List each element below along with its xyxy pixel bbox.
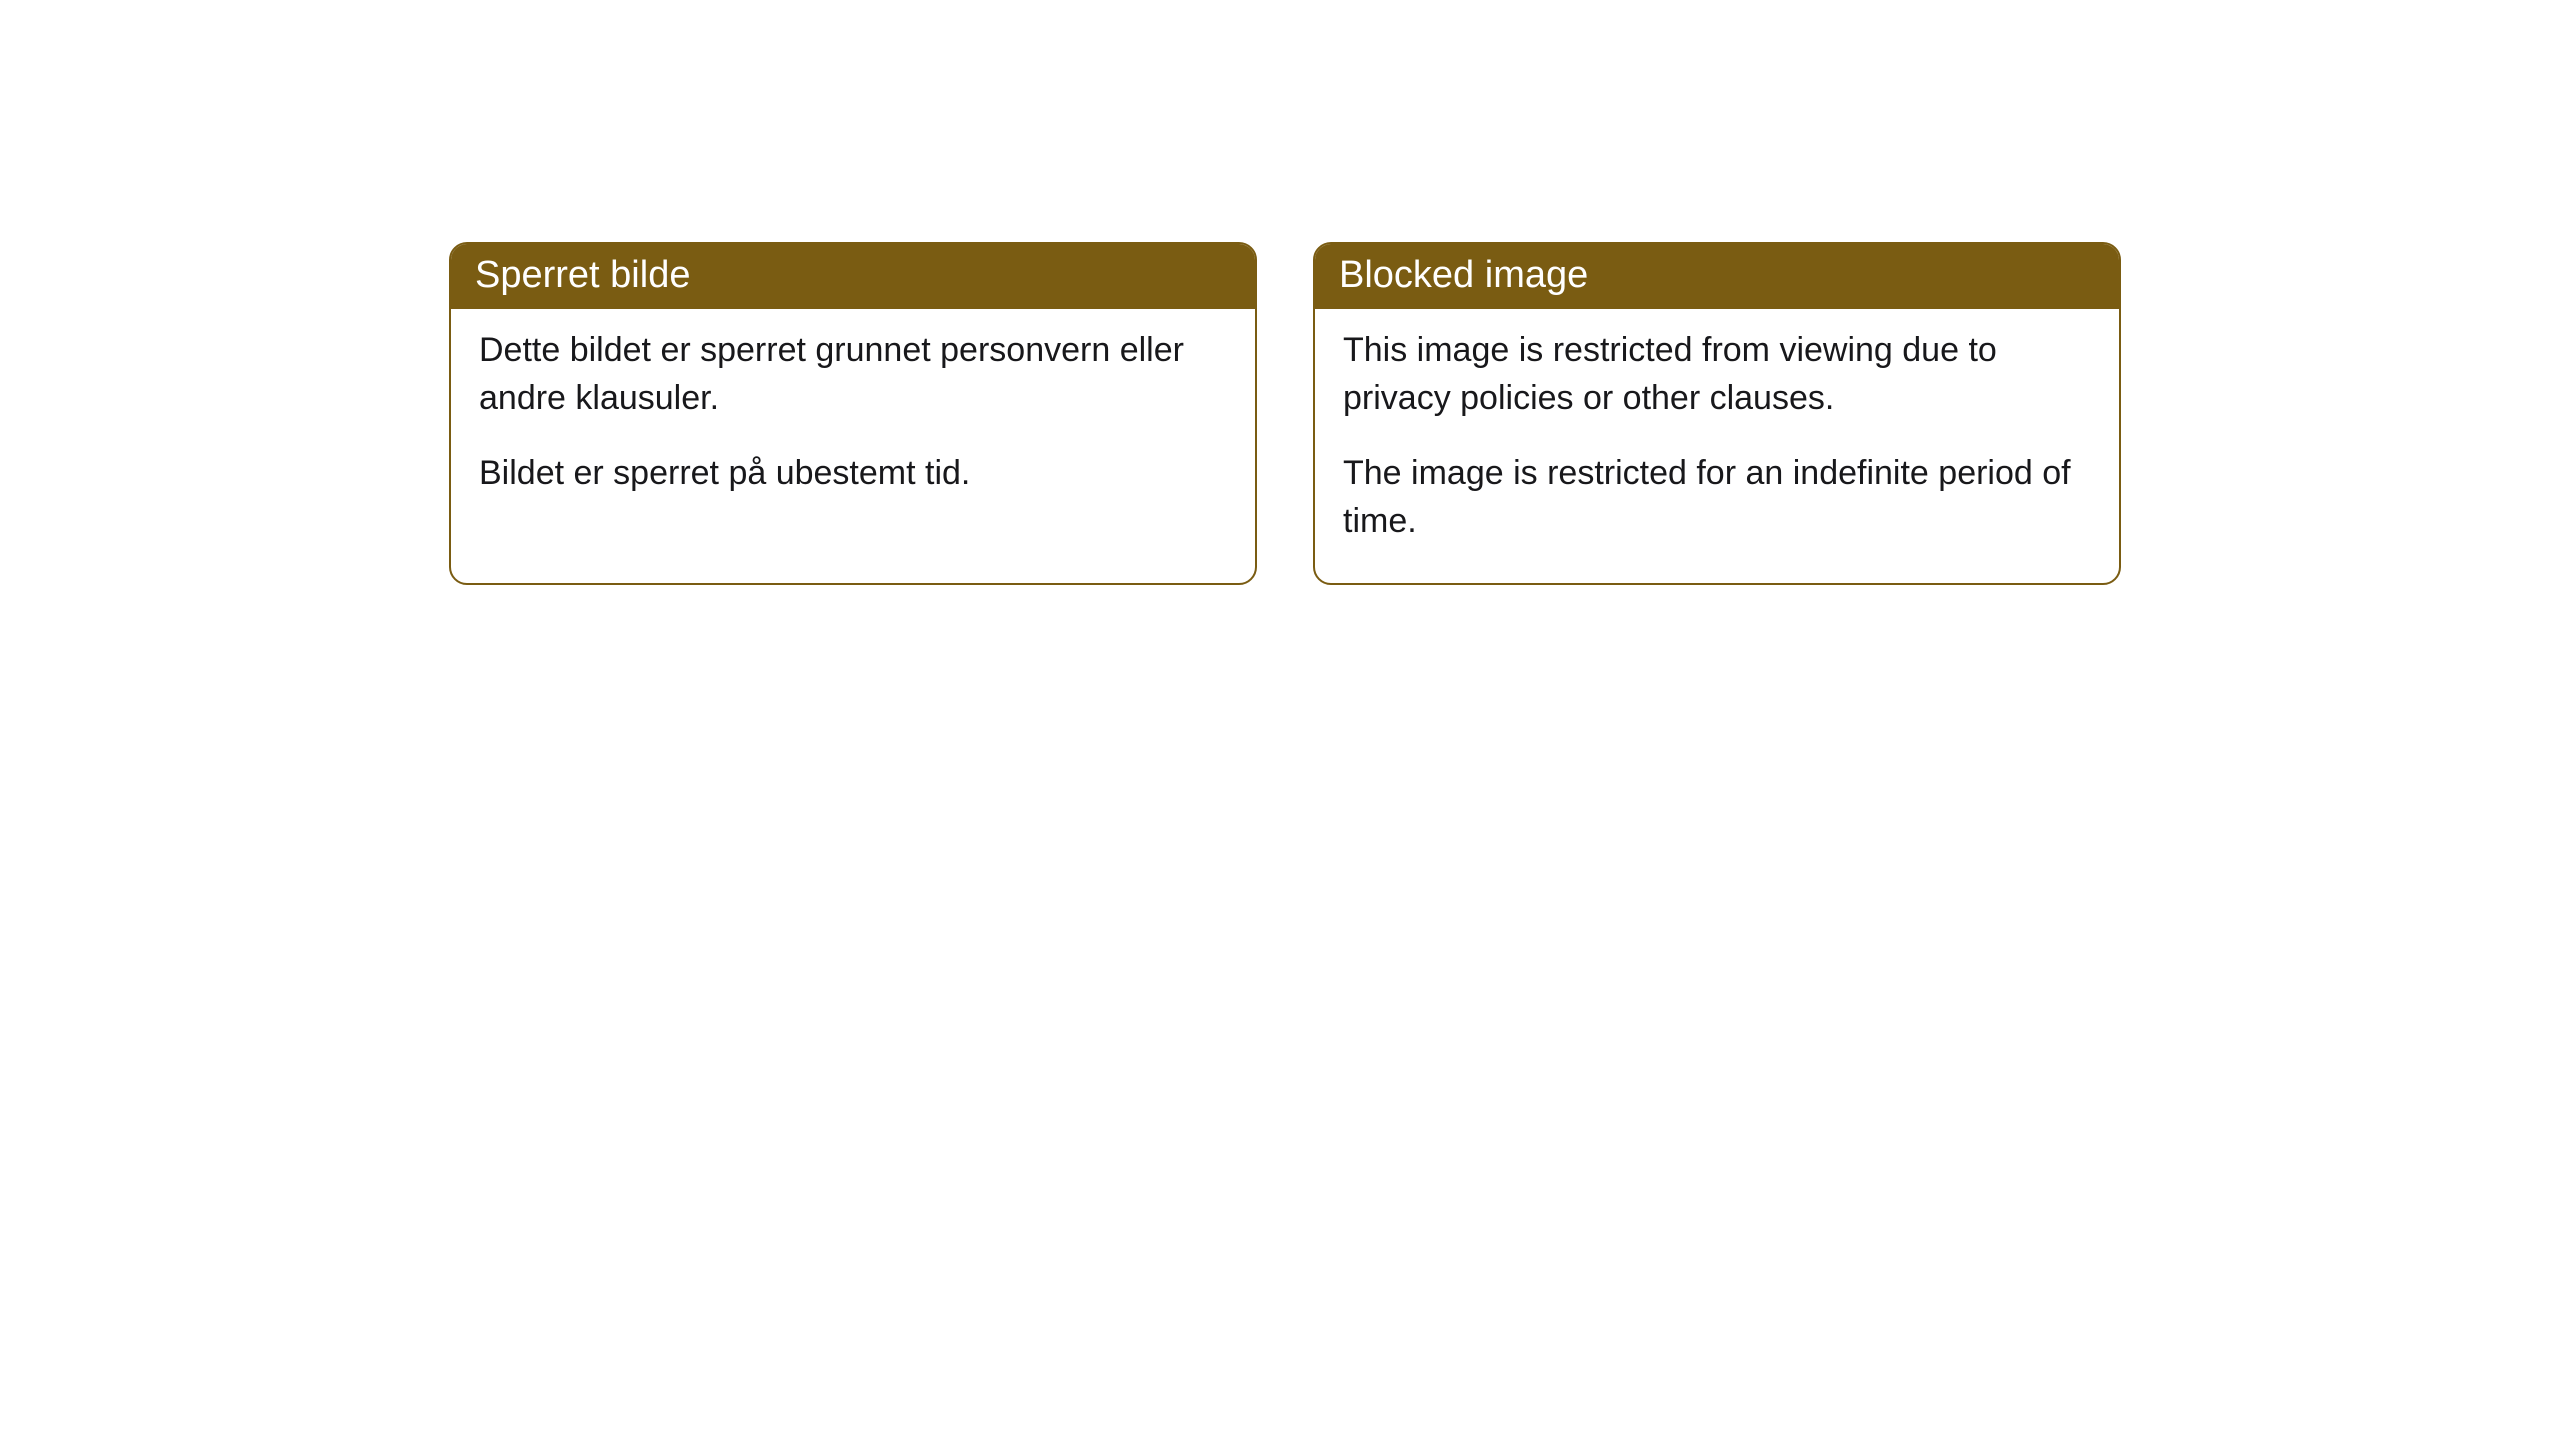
notice-card-norwegian: Sperret bilde Dette bildet er sperret gr…: [449, 242, 1257, 585]
notice-cards-container: Sperret bilde Dette bildet er sperret gr…: [449, 242, 2121, 585]
card-body: Dette bildet er sperret grunnet personve…: [451, 309, 1255, 536]
notice-card-english: Blocked image This image is restricted f…: [1313, 242, 2121, 585]
card-title: Sperret bilde: [451, 244, 1255, 309]
card-title: Blocked image: [1315, 244, 2119, 309]
card-paragraph: Bildet er sperret på ubestemt tid.: [479, 450, 1227, 498]
card-paragraph: This image is restricted from viewing du…: [1343, 327, 2091, 422]
card-body: This image is restricted from viewing du…: [1315, 309, 2119, 583]
card-paragraph: The image is restricted for an indefinit…: [1343, 450, 2091, 545]
card-paragraph: Dette bildet er sperret grunnet personve…: [479, 327, 1227, 422]
